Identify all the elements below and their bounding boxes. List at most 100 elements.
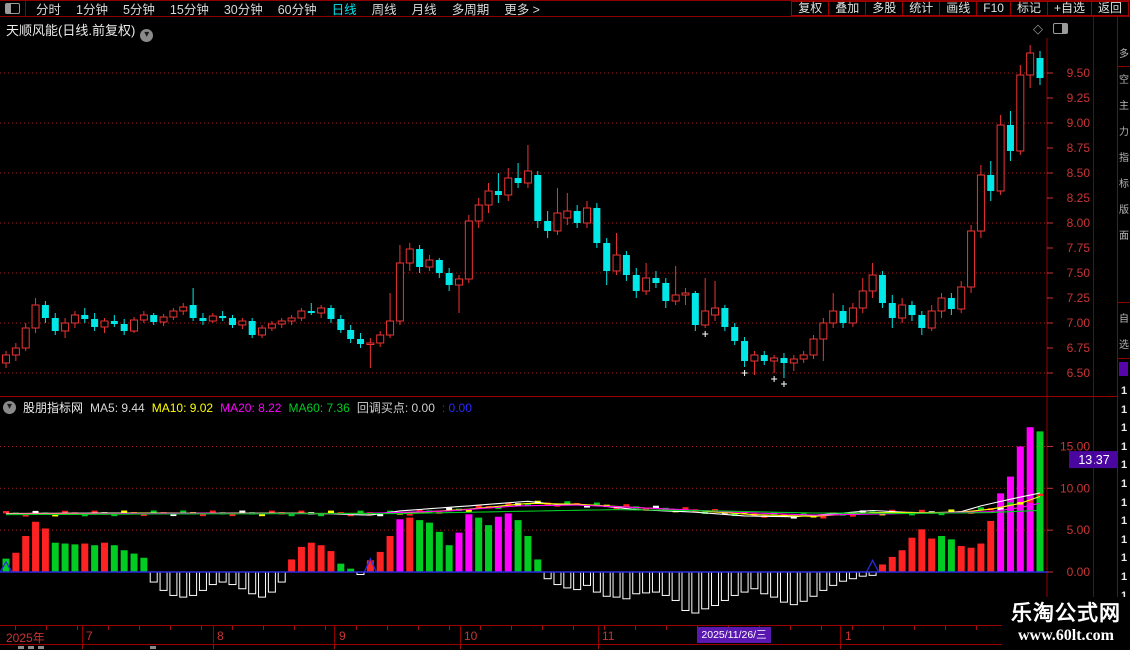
menu-item-月线[interactable]: 月线: [411, 3, 437, 17]
menu-item-60分钟[interactable]: 60分钟: [277, 3, 317, 17]
menu-item-30分钟[interactable]: 30分钟: [223, 3, 263, 17]
indicator-name[interactable]: 股朋指标网: [23, 401, 84, 415]
indicator-value-box: [1069, 451, 1119, 469]
menu-button-+自选[interactable]: +自选: [1046, 1, 1092, 16]
candle-up: [681, 292, 690, 296]
menu-item-1分钟[interactable]: 1分钟: [76, 3, 108, 17]
menu-item-日线[interactable]: 日线: [331, 3, 357, 17]
indicator-bar-white: [809, 571, 818, 597]
indicator-bar: [130, 553, 138, 572]
indicator-bar-white: [720, 571, 729, 601]
date-minor-tick: [356, 626, 357, 630]
ribbon-tick: [1027, 500, 1034, 503]
ribbon-tick: [564, 501, 571, 504]
candle-down: [603, 243, 611, 271]
menu-button-统计[interactable]: 统计: [902, 1, 941, 16]
candle-down: [248, 321, 256, 335]
candle-down: [347, 330, 355, 339]
candle-up: [130, 319, 139, 332]
candle-down: [908, 305, 916, 315]
menu-item-分时[interactable]: 分时: [36, 3, 62, 17]
date-minor-tick: [294, 626, 295, 630]
indicator-bar-white: [730, 571, 739, 596]
indicator-bar: [947, 539, 955, 572]
indicator-axis-label: 10.00: [1060, 481, 1090, 495]
ribbon-tick: [111, 513, 118, 517]
indicator-collapse-icon[interactable]: ▾: [3, 401, 16, 414]
candle-up: [671, 294, 680, 302]
ribbon-tick: [918, 509, 925, 513]
date-divider: [82, 626, 83, 644]
strip-digit: 1: [1121, 422, 1128, 435]
candle-down: [878, 275, 886, 303]
right-collapsed-panel[interactable]: 多空主力指标版面自选1111111111111: [1117, 17, 1130, 650]
indicator-bar: [465, 514, 473, 572]
candle-up: [287, 317, 296, 322]
menu-button-标记[interactable]: 标记: [1009, 1, 1048, 16]
indicator-bar: [987, 520, 995, 572]
indicator-bar-white: [248, 571, 257, 595]
indicator-bar: [337, 563, 345, 572]
indicator-bar: [435, 531, 443, 572]
indicator-bar: [494, 516, 502, 572]
candle-down: [219, 316, 227, 318]
candle-up: [563, 210, 572, 219]
menu-button-F10[interactable]: F10: [976, 1, 1011, 16]
indicator-chart[interactable]: 15.00 10.00 5.00 0.00 13.37: [0, 396, 1130, 625]
ribbon-tick: [288, 513, 295, 517]
ribbon-tick: [357, 510, 364, 514]
menu-item-5分钟[interactable]: 5分钟: [122, 3, 155, 17]
menu-button-复权[interactable]: 复权: [791, 1, 830, 16]
indicator-bar: [327, 551, 335, 572]
date-axis[interactable]: 2025年 7 8 9 10 11 1 2025/11/26/三: [0, 625, 1130, 645]
candle-up: [139, 314, 148, 321]
candle-up: [11, 347, 20, 356]
menu-item-15分钟[interactable]: 15分钟: [169, 3, 209, 17]
sidebar-toggle-button[interactable]: [0, 1, 26, 16]
candle-up: [100, 320, 109, 328]
strip-char: 力: [1119, 127, 1129, 138]
ribbon-tick: [406, 513, 413, 516]
candle-up: [474, 204, 483, 222]
ribbon-tick: [91, 510, 98, 514]
date-label-2025年: 2025年: [6, 631, 45, 645]
menu-item-周线[interactable]: 周线: [371, 3, 397, 17]
watermark-url: www.60lt.com: [1018, 627, 1114, 644]
indicator-bar-white: [159, 571, 168, 591]
indicator-bar-white: [671, 571, 680, 601]
diamond-marker-icon[interactable]: ◇: [1033, 21, 1043, 36]
menu-button-画线[interactable]: 画线: [939, 1, 978, 16]
date-divider: [213, 626, 214, 644]
strip-char: 多: [1119, 49, 1129, 60]
candle-up: [258, 327, 267, 336]
menu-item-多周期[interactable]: 多周期: [451, 3, 490, 17]
bottom-tick: [213, 645, 214, 649]
indicator-axis-label: 0.00: [1067, 565, 1091, 579]
indicator-bar: [997, 493, 1005, 572]
ribbon-tick: [495, 506, 502, 510]
ribbon-tick: [997, 507, 1004, 511]
candle-down: [435, 260, 443, 273]
candle-down: [918, 315, 926, 328]
menu-button-返回[interactable]: 返回: [1090, 1, 1129, 16]
strip-divider: [1118, 66, 1130, 67]
menu-button-多股[interactable]: 多股: [865, 1, 904, 16]
date-minor-tick: [542, 626, 543, 630]
menu-button-叠加[interactable]: 叠加: [828, 1, 867, 16]
chevron-down-icon[interactable]: ▾: [140, 29, 154, 42]
candle-up: [523, 170, 532, 184]
candle-up: [464, 220, 473, 280]
indicator-bar: [1016, 446, 1024, 572]
price-label: 7.00: [1067, 316, 1091, 330]
indicator-bar-white: [583, 571, 592, 586]
clipped-glyph: [38, 646, 44, 649]
menu-item-更多 >[interactable]: 更多 >: [504, 3, 540, 17]
indicator-bar: [918, 529, 926, 572]
bottom-tick: [598, 645, 599, 649]
date-minor-tick: [666, 626, 667, 630]
candle-down: [357, 339, 365, 344]
indicator-bar: [396, 519, 404, 572]
right-panel-toggle-icon[interactable]: [1053, 23, 1068, 34]
candlestick-chart[interactable]: 9.50 9.25 9.00 8.75 8.50 8.25 8.00 7.75 7.50 7.25…: [0, 38, 1130, 396]
candle-down: [81, 315, 89, 319]
